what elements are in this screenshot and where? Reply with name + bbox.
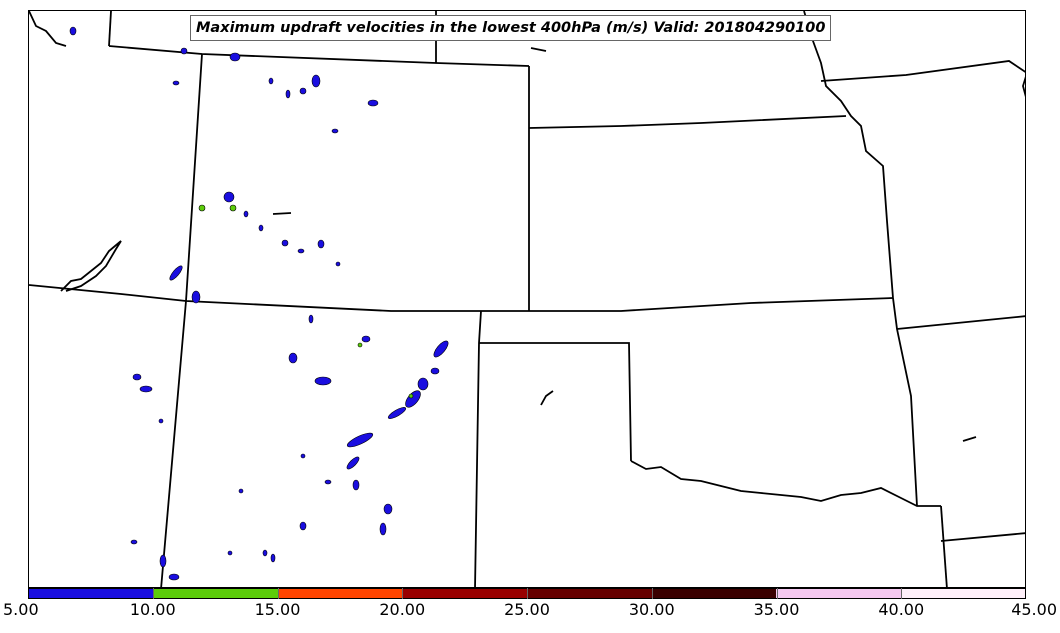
colorbar-segment [776, 589, 901, 598]
boundary-wy-north [108, 11, 112, 47]
coast-ut-nw [29, 11, 67, 47]
colorbar-tick-label: 35.00 [753, 600, 800, 619]
colorbar-segment [153, 589, 278, 598]
boundary-mo-river [803, 11, 894, 299]
boundary-red-river [630, 460, 941, 507]
colorbar-tick-mark [527, 588, 528, 599]
boundary-tx-panhandle [479, 342, 632, 462]
lake-ar [962, 436, 977, 442]
lake-texoma-area [540, 390, 554, 406]
updraft-contours [69, 26, 449, 581]
boundary-ut-co [160, 53, 203, 587]
lake-great-salt [60, 240, 122, 292]
boundary-ar-la [940, 532, 1025, 542]
boundary-ia-mo [820, 60, 1025, 82]
boundary-tx-east [940, 505, 948, 587]
colorbar-tick-mark [402, 588, 404, 599]
map-canvas [28, 10, 1026, 588]
colorbar-segment [900, 589, 1025, 598]
colorbar-segment [402, 589, 527, 598]
lake-flaming-gorge [272, 212, 292, 215]
colorbar-tick-label: 5.00 [3, 600, 39, 619]
map-title: Maximum updraft velocities in the lowest… [190, 15, 832, 41]
colorbar-tick-mark [651, 588, 653, 599]
map-svg [29, 11, 1025, 587]
boundary-ar-mo [896, 315, 1025, 330]
colorbar-tick-label: 10.00 [129, 600, 176, 619]
boundary-wy-south [108, 45, 530, 67]
colorbar-segment [29, 589, 154, 598]
colorbar-tick-mark [776, 588, 778, 599]
colorbar-tick-label: 20.00 [379, 600, 426, 619]
boundary-ne-ks [528, 115, 847, 129]
boundary-ks-ok [481, 297, 894, 312]
boundary-four-corners [29, 284, 481, 312]
colorbar-tick-label: 40.00 [878, 600, 925, 619]
boundary-nm-east [474, 310, 482, 587]
colorbar-segment [278, 589, 403, 598]
colorbar-tick-mark [152, 588, 154, 599]
colorbar-segment [527, 589, 652, 598]
colorbar-tick-label: 45.00 [1011, 600, 1057, 619]
colorbar-tick-label: 25.00 [504, 600, 550, 619]
updraft-contours-high [198, 204, 414, 399]
colorbar-tick-label: 30.00 [628, 600, 675, 619]
boundary-ok-east [892, 297, 918, 507]
colorbar-tick-label: 15.00 [254, 600, 301, 619]
lake-wy [530, 47, 547, 52]
colorbar-tick-mark [277, 588, 279, 599]
boundary-ms-river [1022, 76, 1025, 97]
state-boundaries [29, 11, 1025, 587]
colorbar-segment [651, 589, 776, 598]
colorbar-tick-mark [901, 588, 903, 599]
